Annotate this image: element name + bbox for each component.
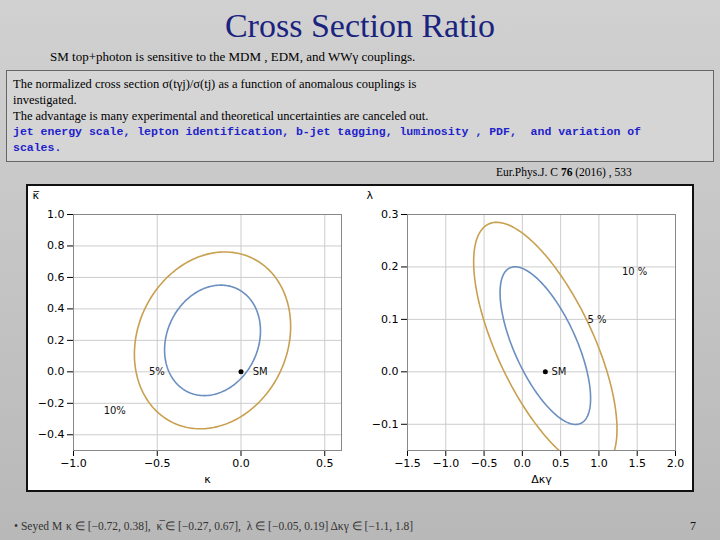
svg-text:0.6: 0.6 xyxy=(47,271,65,284)
html-text:investigated.: investigated. xyxy=(13,93,77,107)
svg-text:0.3: 0.3 xyxy=(381,208,399,221)
svg-text:−1.0: −1.0 xyxy=(60,457,87,470)
svg-text:−0.5: −0.5 xyxy=(471,457,498,470)
svg-text:−0.5: −0.5 xyxy=(144,457,171,470)
svg-text:−0.4: −0.4 xyxy=(38,428,65,441)
svg-text:5%: 5% xyxy=(149,366,165,377)
svg-text:λ: λ xyxy=(367,189,374,202)
svg-text:κ̅: κ̅ xyxy=(33,189,40,202)
svg-text:0.0: 0.0 xyxy=(381,365,399,378)
html-text:The normalized cross section σ: The normalized cross section σ(tγj)/σ(tj… xyxy=(13,77,417,91)
html-text:7: 7 xyxy=(690,519,696,533)
html-text:Eur.Phys.J. C 76 (2016) , 533: Eur.Phys.J. C 76 (2016) , 533 xyxy=(496,166,632,178)
html-text:scales.: scales. xyxy=(13,141,62,154)
svg-text:SM: SM xyxy=(551,366,566,377)
svg-text:1.5: 1.5 xyxy=(628,457,646,470)
svg-text:0.5: 0.5 xyxy=(552,457,570,470)
svg-text:κ: κ xyxy=(204,473,211,486)
svg-text:0.2: 0.2 xyxy=(47,334,65,347)
svg-text:SM: SM xyxy=(253,366,268,377)
html-text:• Seyed M κ ∈ [−0.72, 0.38], κ: • Seyed M κ ∈ [−0.72, 0.38], κ̅ ∈ [−0.27… xyxy=(14,520,414,532)
svg-text:5 %: 5 % xyxy=(587,314,606,325)
html-text:jet energy scale, lepton ident: jet energy scale, lepton identification,… xyxy=(13,125,641,138)
svg-text:0.2: 0.2 xyxy=(381,260,399,273)
svg-text:2.0: 2.0 xyxy=(667,457,685,470)
svg-text:10%: 10% xyxy=(104,405,126,416)
svg-text:10 %: 10 % xyxy=(622,266,647,277)
svg-text:1.0: 1.0 xyxy=(590,457,608,470)
svg-text:−1.0: −1.0 xyxy=(432,457,459,470)
svg-text:0.5: 0.5 xyxy=(316,457,334,470)
svg-text:−0.1: −0.1 xyxy=(372,418,399,431)
svg-text:0.0: 0.0 xyxy=(514,457,532,470)
svg-text:−1.5: −1.5 xyxy=(394,457,421,470)
svg-text:0.8: 0.8 xyxy=(47,239,65,252)
svg-text:1.0: 1.0 xyxy=(47,208,65,221)
svg-text:−0.2: −0.2 xyxy=(38,397,65,410)
html-text:SM top+photon is sensitive to: SM top+photon is sensitive to the MDM , … xyxy=(50,49,416,64)
svg-text:0.0: 0.0 xyxy=(232,457,250,470)
svg-text:0.1: 0.1 xyxy=(381,313,399,326)
html-text:Cross Section Ratio: Cross Section Ratio xyxy=(224,7,495,44)
html-text:The advantage is many experime: The advantage is many experimental and t… xyxy=(13,109,429,123)
svg-text:0.0: 0.0 xyxy=(47,365,65,378)
svg-text:Δκγ: Δκγ xyxy=(531,473,552,486)
svg-text:0.4: 0.4 xyxy=(47,302,65,315)
